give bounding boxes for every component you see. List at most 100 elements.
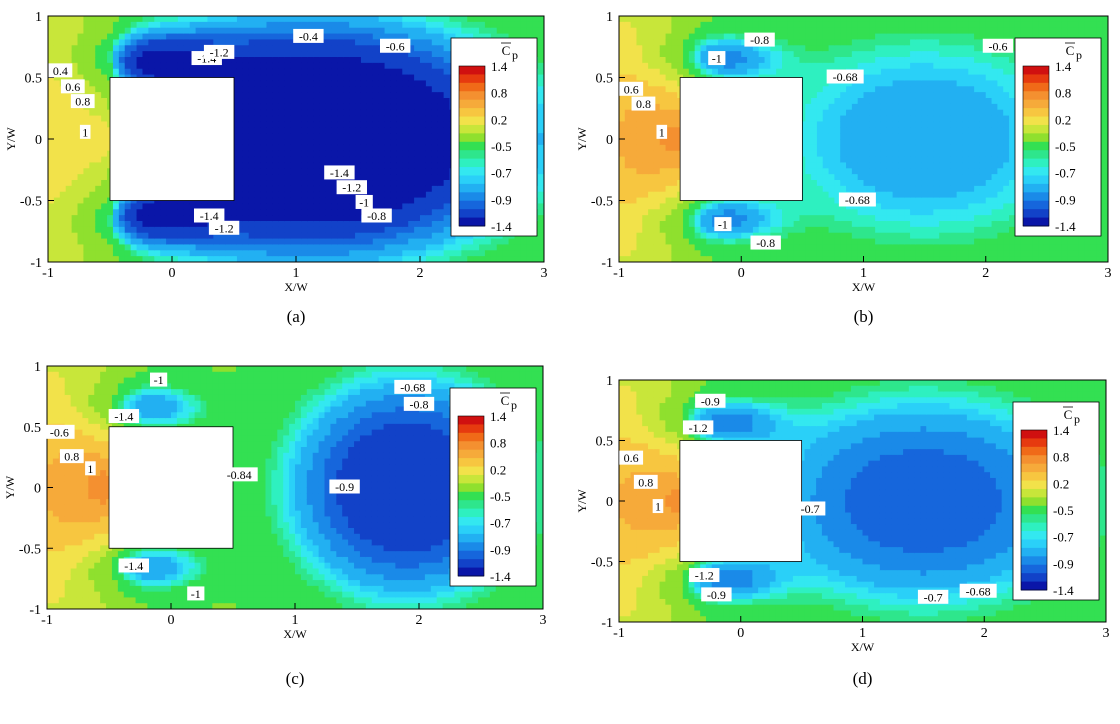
contour-label-bg — [208, 220, 240, 235]
y-axis-title: Y/W — [575, 127, 589, 151]
contour-label-bg — [380, 38, 411, 53]
legend-swatch — [459, 124, 485, 134]
legend-swatch — [1023, 124, 1049, 134]
contour-label: -0.9 — [335, 480, 354, 494]
contour-label-bg — [329, 479, 360, 494]
contour-label: -0.7 — [801, 502, 820, 516]
obstacle-square — [679, 77, 803, 201]
y-tick-label: 0.5 — [24, 421, 42, 436]
y-tick-label: -1 — [601, 256, 613, 271]
x-tick-label: 3 — [1105, 266, 1112, 281]
y-tick-label: 0 — [606, 133, 613, 148]
x-tick-label: 0 — [169, 266, 176, 281]
legend-label: -0.9 — [491, 192, 512, 207]
legend-swatch — [1023, 192, 1049, 202]
y-tick-label: -1 — [30, 256, 42, 271]
contour-label: -1 — [712, 52, 722, 66]
contour-label: -0.84 — [227, 468, 252, 482]
chart-panel-3: -1 0 1 2 3 1 0.5 0 -0.5 -1 X/W Y/W -1 -0.68 -0.8 -1.4 -0… — [3, 360, 547, 688]
chart-panel-1: -1 0 1 2 310.50-0.5-1X/WY/W-0.4-0.60.40.60.8… — [4, 10, 548, 326]
contour-label-bg — [59, 449, 84, 464]
y-tick-label: 0.5 — [25, 72, 43, 87]
contour-label: -1.2 — [689, 421, 708, 435]
legend-label: -0.5 — [490, 489, 511, 504]
x-axis-title: X/W — [851, 640, 875, 654]
legend-swatch — [1023, 167, 1049, 176]
contour-label: -1 — [191, 587, 201, 601]
legend-title-subscript: p — [1076, 48, 1082, 62]
legend-label: -0.5 — [1053, 503, 1074, 518]
legend-swatch — [1021, 581, 1047, 591]
x-tick-label: -1 — [613, 266, 625, 281]
obstacle-square — [109, 77, 235, 201]
legend-swatch — [459, 158, 485, 168]
x-tick-label: -1 — [41, 613, 53, 628]
contour-label: -1.2 — [210, 45, 229, 59]
x-tick-label: 2 — [982, 266, 989, 281]
contour-label-bg — [701, 587, 732, 602]
contour-label-bg — [619, 81, 644, 96]
legend-swatch — [458, 550, 484, 560]
x-tick-label: 0 — [738, 266, 745, 281]
legend-swatch — [458, 517, 484, 526]
legend-title-subscript: p — [1074, 412, 1080, 426]
y-tick-label: -0.5 — [19, 542, 41, 557]
contour-label-bg — [203, 44, 235, 59]
x-tick-label: 0 — [737, 626, 744, 641]
legend-label: 1.4 — [490, 409, 507, 424]
legend-swatch — [459, 82, 485, 92]
contour-label: 1 — [659, 125, 665, 139]
legend-swatch — [1021, 573, 1047, 583]
x-axis-title: X/W — [284, 280, 308, 294]
legend-swatch — [458, 466, 484, 476]
legend-label: -0.7 — [1055, 166, 1076, 181]
contour-label: -1.2 — [215, 221, 234, 235]
legend-swatch — [1023, 141, 1049, 151]
contour-label-bg — [652, 499, 664, 514]
y-axis-title: Y/W — [575, 489, 589, 513]
chart-panel-4: -1 0 1 2 310.50-0.5-1X/WY/W-0.9-1.20.60.81 -0… — [575, 374, 1110, 688]
legend-swatch — [458, 500, 484, 510]
legend-swatch — [458, 458, 484, 468]
y-tick-label: 1 — [606, 374, 613, 389]
contour-label-bg — [838, 192, 876, 207]
y-tick-label: 0.5 — [596, 435, 614, 450]
contour-label: -1.4 — [200, 209, 219, 223]
contour-label: -1.4 — [114, 410, 133, 424]
y-tick-label: -1 — [29, 603, 41, 618]
y-tick-label: -1 — [601, 616, 613, 631]
contour-label: 0.8 — [75, 95, 90, 109]
legend-swatch — [1021, 514, 1047, 524]
contour-label-bg — [714, 217, 732, 232]
contour-label-bg — [917, 589, 949, 604]
contour-label: -0.68 — [833, 70, 858, 84]
contour-label-bg — [293, 28, 324, 43]
legend-swatch — [1023, 91, 1049, 101]
y-tick-label: 0 — [34, 482, 41, 497]
contour-label: -0.8 — [410, 397, 429, 411]
legend-label: 0.8 — [491, 86, 507, 101]
obstacle-square — [108, 426, 234, 549]
y-tick-label: 0 — [606, 495, 613, 510]
contour-label: 0.4 — [53, 64, 68, 78]
x-tick-label: 1 — [292, 613, 299, 628]
legend-label: -0.9 — [490, 542, 511, 557]
legend-swatch — [459, 66, 485, 75]
legend-swatch — [458, 449, 484, 459]
contour-label: -0.8 — [750, 33, 769, 47]
legend-swatch — [458, 432, 484, 442]
contour-label-bg — [826, 69, 864, 84]
contour-label-bg — [70, 94, 95, 109]
contour-label-bg — [744, 32, 775, 47]
legend-swatch — [459, 217, 485, 227]
contour-label-bg — [403, 396, 435, 411]
y-axis-title: Y/W — [3, 475, 17, 499]
legend-title: C — [502, 43, 511, 58]
legend-swatch — [1021, 438, 1047, 448]
y-axis-title: Y/W — [4, 127, 18, 151]
legend-label: -0.9 — [1055, 192, 1076, 207]
legend-swatch — [459, 133, 485, 143]
contour-label-bg — [324, 165, 355, 180]
contour-label-bg — [150, 372, 168, 387]
